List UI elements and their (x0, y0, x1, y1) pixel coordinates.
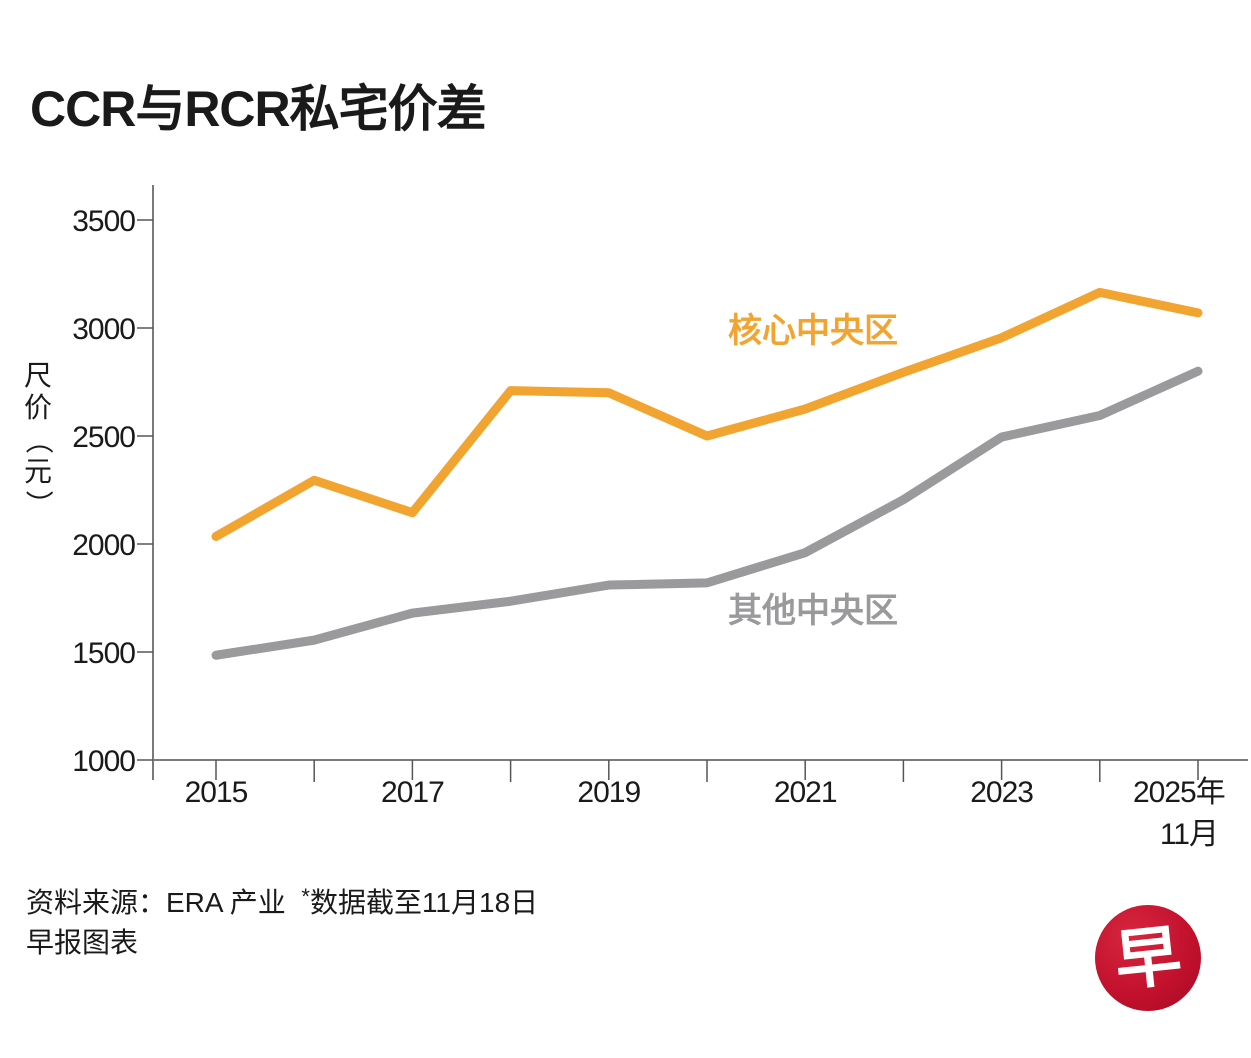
source-label: 资料来源：ERA 产业 (26, 887, 286, 918)
series-line-rcr (211, 366, 1203, 660)
y-tick-label: 3000 (72, 313, 135, 346)
y-axis-label-char: 元 (23, 456, 52, 487)
x-tick-label: 2015 (185, 776, 248, 809)
x-tick-sublabel: 11月 (1160, 818, 1218, 851)
zaobao-logo: 早 (1095, 905, 1201, 1011)
series-lines (211, 287, 1203, 660)
x-tick-label: 2017 (381, 776, 444, 809)
x-tick-label: 2021 (774, 776, 837, 809)
asterisk: * (301, 884, 310, 909)
y-axis-label: 尺 价 （ 元 ） (20, 360, 56, 520)
y-tick-label: 1500 (72, 637, 135, 670)
chart-title: CCR与RCR私宅价差 (30, 81, 487, 137)
series-label-rcr: 其他中央区 (728, 591, 898, 631)
x-tick-label: 2025年 (1133, 776, 1225, 809)
y-tick-label: 2000 (72, 529, 135, 562)
ticks: 1000 1500 2000 2500 3000 3500 2015 2017 2019 2021… (72, 205, 1226, 851)
axes (152, 185, 1248, 780)
x-tick-label: 2019 (577, 776, 640, 809)
y-axis-label-char: 价 (23, 392, 52, 423)
credit-line: 早报图表 (26, 927, 139, 958)
y-tick-label: 1000 (72, 745, 135, 778)
source-line: 资料来源：ERA 产业 *数据截至11月18日 (26, 884, 538, 924)
series-label-ccr: 核心中央区 (728, 311, 898, 351)
y-tick-label: 3500 (72, 205, 135, 238)
series-line-ccr (211, 287, 1203, 541)
logo-glyph: 早 (1111, 915, 1185, 1001)
y-axis-label-char: 尺 (23, 360, 52, 391)
footer: 资料来源：ERA 产业 *数据截至11月18日 早报图表 (26, 884, 538, 962)
data-note: 数据截至11月18日 (309, 887, 539, 918)
x-tick-label: 2023 (970, 776, 1033, 809)
y-tick-label: 2500 (72, 421, 135, 454)
